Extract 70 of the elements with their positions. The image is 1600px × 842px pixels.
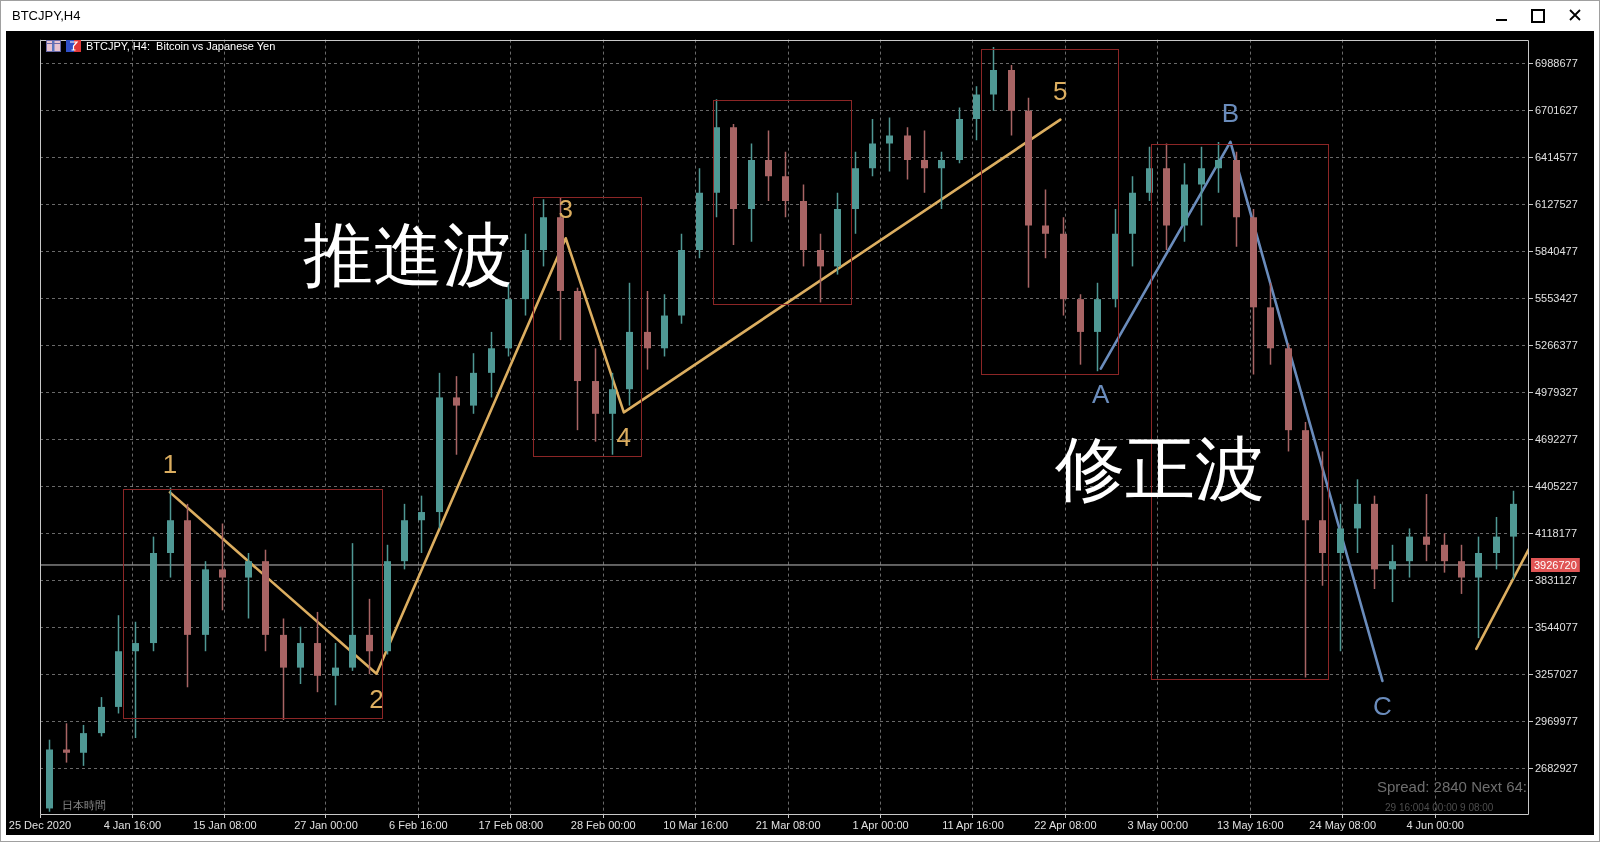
x-tick-label: 6 Feb 16:00 — [389, 818, 448, 831]
y-tick-label: 5266377 — [1535, 338, 1578, 351]
y-tick-label: 4118177 — [1535, 526, 1578, 539]
annotation: A — [1092, 378, 1111, 409]
x-tick-label: 24 May 08:00 — [1309, 818, 1377, 831]
candlestick — [453, 375, 460, 456]
y-tick-label: 4692277 — [1535, 432, 1578, 445]
x-tick-label: 4 Jan 16:00 — [103, 818, 162, 831]
y-tick-label: 2682927 — [1535, 761, 1578, 774]
annotation: 修正波 — [1055, 427, 1266, 510]
y-tick-label: 5553427 — [1535, 291, 1578, 304]
x-tick-label: 11 Apr 16:00 — [942, 818, 1004, 831]
y-tick-label: 2969977 — [1535, 714, 1578, 727]
x-tick-label: 15 Jan 08:00 — [193, 818, 257, 831]
y-tick-label: 6988677 — [1535, 56, 1578, 69]
candlestick — [644, 290, 651, 371]
annotation: Spread: 2840 Next 64: — [1376, 778, 1527, 795]
x-tick-label: 25 Dec 2020 — [8, 818, 72, 831]
y-tick-label: 4405227 — [1535, 479, 1578, 492]
y-tick-label: 6414577 — [1535, 150, 1578, 163]
annotation: 日本時間 — [62, 799, 106, 811]
y-tick-label: 5840477 — [1535, 244, 1578, 257]
x-tick-label: 22 Apr 08:00 — [1034, 818, 1097, 831]
candlestick — [1458, 544, 1465, 595]
x-tick-label: 13 May 16:00 — [1216, 818, 1284, 831]
y-tick-label: 3831127 — [1535, 573, 1578, 586]
candlestick — [80, 724, 87, 767]
candlestick — [1423, 493, 1430, 562]
x-tick-label: 1 Apr 00:00 — [852, 818, 909, 831]
candlestick — [63, 722, 70, 764]
candlestick — [245, 552, 252, 620]
annotation: 4 — [616, 422, 632, 453]
x-tick-label: 27 Jan 00:00 — [294, 818, 358, 831]
y-tick-label: 3257027 — [1535, 667, 1578, 680]
annotation: B — [1221, 97, 1240, 128]
y-tick-label: 6127527 — [1535, 197, 1578, 210]
annotation: 推進波 — [303, 213, 514, 296]
chart-title: BTCJPY,H4 — [12, 8, 81, 23]
candlestick — [1389, 544, 1396, 603]
y-tick-label: 3544077 — [1535, 620, 1578, 633]
candlestick — [817, 232, 824, 304]
annotation: C — [1373, 691, 1392, 722]
candlestick — [1198, 146, 1205, 227]
annotation: 29 16:004 00:00 9 08:00 — [1385, 802, 1494, 813]
x-tick-label: 28 Feb 00:00 — [570, 818, 636, 831]
candlestick — [366, 598, 373, 675]
x-tick-label: 10 Mar 16:00 — [663, 818, 729, 831]
y-tick-label: 4979327 — [1535, 385, 1578, 398]
candlestick — [132, 621, 139, 739]
annotation: 5 — [1053, 75, 1068, 106]
annotation: 2 — [369, 683, 384, 714]
candlestick — [921, 129, 928, 194]
candlestick — [1215, 141, 1222, 194]
candlestick — [332, 642, 339, 707]
candlestick — [1493, 516, 1500, 571]
candlestick — [765, 129, 772, 202]
x-tick-label: 21 Mar 08:00 — [755, 818, 821, 831]
candlestick — [1441, 532, 1448, 574]
x-tick-label: 3 May 00:00 — [1127, 818, 1189, 831]
annotation: 1 — [162, 448, 178, 479]
x-tick-label: 17 Feb 08:00 — [478, 818, 544, 831]
chart-subtitle: BTCJPY, H4: Bitcoin vs Japanese Yen — [86, 40, 276, 53]
x-tick-label: 4 Jun 00:00 — [1406, 818, 1464, 831]
ref-line-label: 3926720 — [1534, 558, 1577, 571]
candlestick — [886, 116, 893, 173]
candlestick — [219, 522, 226, 612]
candlestick — [1042, 188, 1049, 259]
candlestick — [418, 494, 425, 554]
y-tick-label: 6701627 — [1535, 103, 1578, 116]
candlestick — [938, 151, 945, 210]
